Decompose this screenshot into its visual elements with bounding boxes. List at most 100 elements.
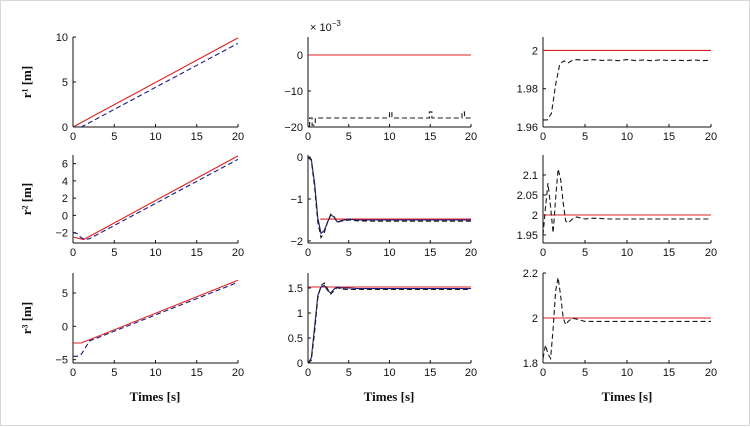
y-tick-label: 0 <box>297 152 303 164</box>
y-tick-label: 0 <box>62 321 68 333</box>
panel-r3-middle: 0 5 10 15 20 0 0.5 1 1.5 <box>288 273 477 379</box>
x-tick-label: 5 <box>111 247 117 259</box>
x-tick-label: 5 <box>111 367 117 379</box>
x-tick-label: 10 <box>149 247 161 259</box>
x-tick-label: 5 <box>582 247 588 259</box>
x-tick-label: 5 <box>582 131 588 143</box>
y-tick-label: −5 <box>55 355 68 367</box>
series-line-actual <box>543 277 711 361</box>
x-tick-label: 0 <box>305 247 311 259</box>
panel-r1-middle: 0 5 10 15 20 −20 −10 0 × 10−3 <box>284 19 477 143</box>
x-tick-label: 0 <box>305 367 311 379</box>
x-tick-label: 20 <box>465 131 477 143</box>
y-tick-label: 2.2 <box>523 268 538 280</box>
x-tick-label: 10 <box>621 131 633 143</box>
x-tick-label: 10 <box>383 247 395 259</box>
series-line-actual-2 <box>308 156 471 240</box>
y-tick-label: 1.95 <box>517 230 538 242</box>
series-line-actual <box>309 111 471 127</box>
x-tick-label: 20 <box>232 367 244 379</box>
y-tick-label: 5 <box>62 288 68 300</box>
x-tick-label: 10 <box>621 367 633 379</box>
y-tick-label: 0.5 <box>288 333 303 345</box>
x-tick-label: 10 <box>383 367 395 379</box>
y-tick-label: −10 <box>284 86 303 98</box>
y-tick-label: 5 <box>62 77 68 89</box>
y-tick-label: 1.8 <box>523 358 538 370</box>
x-tick-label: 0 <box>70 247 76 259</box>
series-line-reference <box>73 155 239 241</box>
series-line-actual-2 <box>308 282 471 363</box>
x-tick-label: 0 <box>70 131 76 143</box>
x-tick-label: 0 <box>305 131 311 143</box>
series-line-actual-1 <box>308 284 471 363</box>
x-tick-label: 15 <box>663 367 675 379</box>
x-tick-label: 20 <box>232 131 244 143</box>
x-tick-label: 15 <box>663 247 675 259</box>
panel-r2-middle: 0 5 10 15 20 −2 −1 0 <box>290 152 477 259</box>
panel-r3-position: 0 5 10 15 20−505 <box>55 273 244 379</box>
row-axis-label: r¹ [m] <box>19 66 34 98</box>
x-tick-label: 0 <box>540 247 546 259</box>
x-axis-label: Times [s] <box>130 389 181 404</box>
x-tick-label: 10 <box>621 247 633 259</box>
y-tick-label: 0 <box>297 50 303 62</box>
panel-r3-right: 0 5 10 15 20 1.8 2 2.2 <box>523 268 717 379</box>
series-line-actual <box>73 158 239 241</box>
axis-exponent-label: × 10−3 <box>310 19 341 34</box>
y-tick-label: 10 <box>56 32 68 44</box>
y-tick-label: 1.5 <box>288 283 303 295</box>
y-tick-label: 2 <box>532 45 538 57</box>
x-tick-label: 15 <box>191 367 203 379</box>
x-tick-label: 15 <box>424 247 436 259</box>
y-tick-label: −2 <box>290 236 303 248</box>
y-tick-label: −20 <box>284 122 303 134</box>
x-tick-label: 15 <box>191 247 203 259</box>
series-line-actual <box>543 59 712 121</box>
row-axis-label: r³ [m] <box>19 302 34 334</box>
x-tick-label: 20 <box>705 131 717 143</box>
x-tick-label: 5 <box>582 367 588 379</box>
x-tick-label: 5 <box>111 131 117 143</box>
x-tick-label: 10 <box>149 131 161 143</box>
y-tick-label: 2.05 <box>517 190 538 202</box>
y-tick-label: 2 <box>62 193 68 205</box>
x-tick-label: 5 <box>346 247 352 259</box>
panel-r2-right: 0 5 10 15 20 1.95 2 2.05 2.1 <box>517 155 717 259</box>
x-axis-label: Times [s] <box>364 389 415 404</box>
series-line-reference <box>73 279 239 344</box>
y-tick-label: 1 <box>297 308 303 320</box>
x-tick-label: 20 <box>465 247 477 259</box>
x-tick-label: 20 <box>705 247 717 259</box>
row-axis-label: r² [m] <box>19 183 34 215</box>
y-tick-label: 0 <box>62 210 68 222</box>
x-tick-label: 0 <box>540 131 546 143</box>
x-tick-label: 10 <box>149 367 161 379</box>
x-tick-label: 10 <box>383 131 395 143</box>
y-tick-label: 4 <box>62 176 68 188</box>
series-line-reference <box>73 37 239 127</box>
y-tick-label: 0 <box>297 358 303 370</box>
panel-r1-right: 0 5 10 15 20 1.96 1.98 2 <box>517 37 717 143</box>
y-tick-label: −2 <box>55 228 68 240</box>
series-line-actual <box>543 168 711 236</box>
x-tick-label: 15 <box>663 131 675 143</box>
x-tick-label: 20 <box>465 367 477 379</box>
x-tick-label: 15 <box>191 131 203 143</box>
series-line-actual <box>73 281 239 357</box>
series-line-actual-1 <box>308 156 471 235</box>
y-tick-label: 2 <box>532 210 538 222</box>
y-tick-label: 6 <box>62 159 68 171</box>
series-line-actual <box>73 42 239 127</box>
x-axis-label: Times [s] <box>602 389 653 404</box>
x-tick-label: 15 <box>424 131 436 143</box>
y-tick-label: −1 <box>290 194 303 206</box>
y-tick-label: 2.1 <box>523 170 538 182</box>
x-tick-label: 20 <box>705 367 717 379</box>
panel-r1-position: 0 5 10 15 20 0 5 10 <box>56 32 244 143</box>
x-tick-label: 5 <box>346 131 352 143</box>
x-tick-label: 5 <box>346 367 352 379</box>
y-tick-label: 1.96 <box>517 122 538 134</box>
